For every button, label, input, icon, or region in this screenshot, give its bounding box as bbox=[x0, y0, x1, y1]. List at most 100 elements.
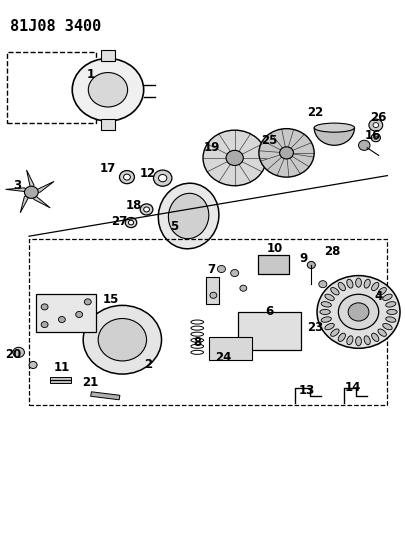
Circle shape bbox=[140, 204, 153, 215]
Text: 14: 14 bbox=[344, 381, 360, 394]
Text: 25: 25 bbox=[260, 134, 277, 147]
Bar bbox=[101, 50, 115, 61]
Circle shape bbox=[209, 292, 216, 298]
Ellipse shape bbox=[363, 336, 369, 345]
Ellipse shape bbox=[377, 288, 386, 295]
Circle shape bbox=[337, 294, 378, 329]
Text: 23: 23 bbox=[307, 320, 323, 334]
Ellipse shape bbox=[330, 329, 338, 336]
Ellipse shape bbox=[313, 123, 354, 132]
Bar bbox=[36, 294, 96, 332]
Bar bbox=[237, 312, 300, 350]
Text: 6: 6 bbox=[264, 305, 273, 318]
Text: 18: 18 bbox=[126, 199, 142, 213]
Circle shape bbox=[41, 304, 48, 310]
Circle shape bbox=[98, 319, 146, 361]
Circle shape bbox=[72, 59, 143, 121]
Ellipse shape bbox=[324, 324, 333, 330]
Text: 12: 12 bbox=[140, 167, 156, 180]
Circle shape bbox=[370, 134, 379, 142]
Circle shape bbox=[158, 174, 166, 182]
Bar bbox=[101, 118, 115, 130]
Text: 16: 16 bbox=[364, 128, 380, 142]
Circle shape bbox=[258, 128, 313, 177]
Ellipse shape bbox=[382, 294, 391, 301]
Text: 10: 10 bbox=[266, 243, 282, 255]
Wedge shape bbox=[313, 127, 354, 146]
Text: 1: 1 bbox=[86, 68, 94, 81]
Ellipse shape bbox=[324, 294, 333, 301]
Circle shape bbox=[226, 150, 243, 166]
Ellipse shape bbox=[330, 288, 338, 295]
Circle shape bbox=[13, 348, 24, 358]
Polygon shape bbox=[26, 170, 34, 192]
Text: 17: 17 bbox=[100, 161, 116, 174]
Text: 20: 20 bbox=[5, 349, 21, 361]
Ellipse shape bbox=[346, 279, 352, 288]
Bar bbox=[7, 52, 96, 123]
Ellipse shape bbox=[382, 324, 391, 330]
Text: 9: 9 bbox=[299, 253, 307, 265]
Ellipse shape bbox=[385, 317, 395, 322]
Text: 26: 26 bbox=[370, 111, 386, 124]
Circle shape bbox=[125, 217, 136, 228]
Circle shape bbox=[58, 317, 65, 322]
Ellipse shape bbox=[158, 183, 218, 249]
Polygon shape bbox=[31, 181, 54, 192]
Bar bbox=[50, 377, 70, 383]
Ellipse shape bbox=[319, 310, 330, 314]
Ellipse shape bbox=[371, 333, 378, 342]
Circle shape bbox=[123, 174, 130, 180]
Circle shape bbox=[143, 207, 149, 212]
Circle shape bbox=[84, 299, 91, 305]
Text: 8: 8 bbox=[193, 336, 201, 349]
Ellipse shape bbox=[320, 317, 330, 322]
Circle shape bbox=[307, 262, 315, 269]
Bar bbox=[29, 239, 386, 406]
Circle shape bbox=[41, 321, 48, 328]
Circle shape bbox=[372, 123, 377, 127]
Text: 2: 2 bbox=[144, 359, 152, 372]
Text: 13: 13 bbox=[298, 384, 314, 397]
Ellipse shape bbox=[355, 278, 360, 287]
Circle shape bbox=[128, 220, 133, 225]
Ellipse shape bbox=[355, 337, 360, 346]
Circle shape bbox=[347, 303, 368, 321]
Circle shape bbox=[368, 119, 382, 131]
Circle shape bbox=[217, 265, 225, 272]
Circle shape bbox=[119, 171, 134, 184]
Ellipse shape bbox=[377, 329, 386, 336]
Text: 4: 4 bbox=[374, 290, 382, 303]
Circle shape bbox=[75, 311, 82, 318]
Ellipse shape bbox=[363, 279, 369, 288]
Ellipse shape bbox=[168, 193, 208, 239]
Circle shape bbox=[24, 186, 38, 198]
Bar bbox=[257, 255, 289, 274]
Text: 22: 22 bbox=[307, 106, 323, 119]
Circle shape bbox=[153, 170, 171, 186]
Circle shape bbox=[279, 147, 293, 159]
Polygon shape bbox=[6, 188, 31, 192]
Circle shape bbox=[29, 361, 37, 368]
Circle shape bbox=[318, 281, 326, 288]
Text: 24: 24 bbox=[214, 351, 231, 364]
Circle shape bbox=[83, 305, 161, 374]
Ellipse shape bbox=[371, 282, 378, 290]
Circle shape bbox=[230, 270, 238, 277]
Polygon shape bbox=[20, 192, 31, 213]
Text: 19: 19 bbox=[203, 141, 219, 155]
Text: 81J08 3400: 81J08 3400 bbox=[10, 19, 101, 34]
Text: 5: 5 bbox=[170, 220, 178, 232]
Ellipse shape bbox=[385, 302, 395, 307]
Circle shape bbox=[358, 140, 369, 150]
Text: 28: 28 bbox=[324, 245, 340, 258]
Bar bbox=[208, 337, 252, 360]
Circle shape bbox=[202, 130, 266, 185]
Ellipse shape bbox=[320, 302, 330, 307]
Polygon shape bbox=[31, 192, 50, 208]
Text: 3: 3 bbox=[13, 179, 21, 192]
Circle shape bbox=[239, 285, 246, 291]
Text: 27: 27 bbox=[111, 215, 127, 228]
Circle shape bbox=[316, 276, 399, 348]
Ellipse shape bbox=[386, 310, 396, 314]
